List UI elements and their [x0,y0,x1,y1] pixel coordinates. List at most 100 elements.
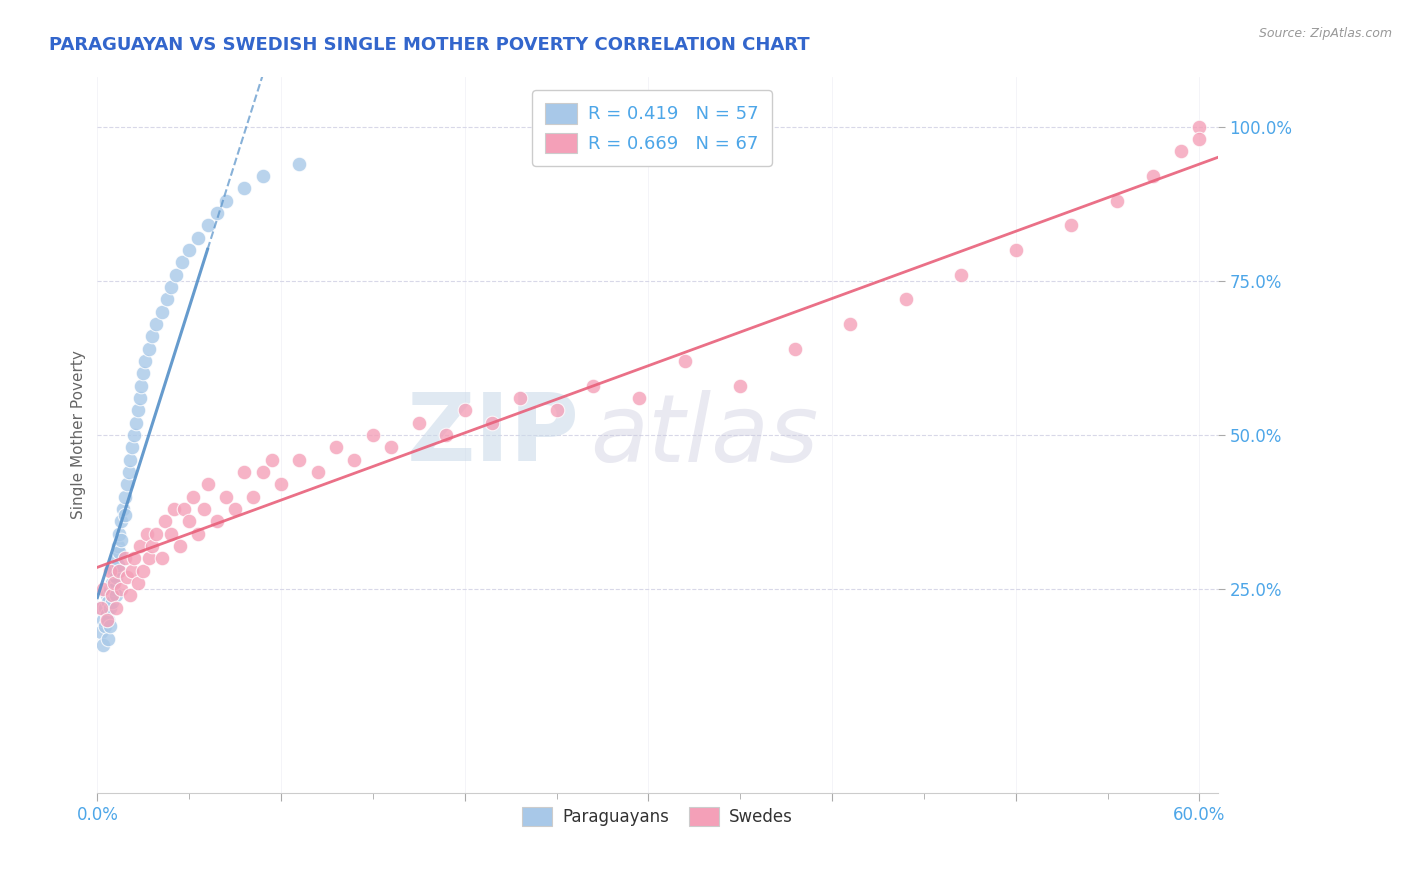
Point [343,452,366,467]
Point [115,570,138,584]
Point [101,588,124,602]
Point [173,502,195,516]
Point [380,441,402,455]
Point [197,219,219,233]
Point [104,600,127,615]
Point [1142,169,1164,183]
Point [325,441,347,455]
Point [108,526,131,541]
Point [155,514,177,528]
Text: atlas: atlas [591,390,818,481]
Point [136,526,159,541]
Point [1188,132,1211,146]
Point [361,428,384,442]
Point [128,539,150,553]
Point [96,613,118,627]
Point [114,508,136,523]
Point [187,526,209,541]
Point [127,576,149,591]
Point [103,576,125,591]
Point [546,403,568,417]
Point [97,594,120,608]
Point [509,391,531,405]
Point [108,545,131,559]
Point [93,619,115,633]
Point [145,317,167,331]
Point [121,441,143,455]
Point [120,452,142,467]
Point [187,231,209,245]
Point [785,342,807,356]
Point [288,157,311,171]
Point [122,428,145,442]
Point [98,582,121,597]
Point [1188,120,1211,134]
Point [197,477,219,491]
Point [107,539,129,553]
Point [98,564,121,578]
Point [101,576,124,591]
Point [252,465,274,479]
Point [156,293,179,307]
Y-axis label: Single Mother Poverty: Single Mother Poverty [72,351,86,519]
Point [215,490,238,504]
Point [110,514,132,528]
Point [91,638,114,652]
Point [224,502,246,516]
Point [165,268,187,282]
Point [150,551,173,566]
Text: Source: ZipAtlas.com: Source: ZipAtlas.com [1258,27,1392,40]
Point [205,514,228,528]
Point [112,502,135,516]
Point [233,465,256,479]
Point [98,600,121,615]
Point [127,403,149,417]
Point [949,268,972,282]
Text: PARAGUAYAN VS SWEDISH SINGLE MOTHER POVERTY CORRELATION CHART: PARAGUAYAN VS SWEDISH SINGLE MOTHER POVE… [49,36,810,54]
Point [138,551,160,566]
Point [434,428,457,442]
Point [288,452,311,467]
Point [117,465,139,479]
Point [107,558,129,572]
Point [103,582,125,597]
Point [93,600,115,615]
Point [125,416,148,430]
Point [122,551,145,566]
Point [205,206,228,220]
Point [1170,145,1192,159]
Text: ZIP: ZIP [406,389,579,481]
Point [98,619,121,633]
Point [252,169,274,183]
Point [159,526,181,541]
Point [1004,243,1026,257]
Point [114,490,136,504]
Point [481,416,503,430]
Legend: Paraguayans, Swedes: Paraguayans, Swedes [513,798,801,834]
Point [103,564,125,578]
Point [91,582,114,597]
Point [673,354,696,368]
Point [894,293,917,307]
Point [110,582,132,597]
Point [110,533,132,547]
Point [242,490,264,504]
Point [260,452,283,467]
Point [114,551,136,566]
Point [179,514,201,528]
Point [270,477,292,491]
Point [163,502,186,516]
Point [141,539,163,553]
Point [159,280,181,294]
Point [121,564,143,578]
Point [108,564,131,578]
Point [101,594,124,608]
Point [1105,194,1128,208]
Point [104,570,127,584]
Point [128,391,150,405]
Point [728,378,751,392]
Point [141,329,163,343]
Point [307,465,329,479]
Point [89,600,111,615]
Point [132,367,155,381]
